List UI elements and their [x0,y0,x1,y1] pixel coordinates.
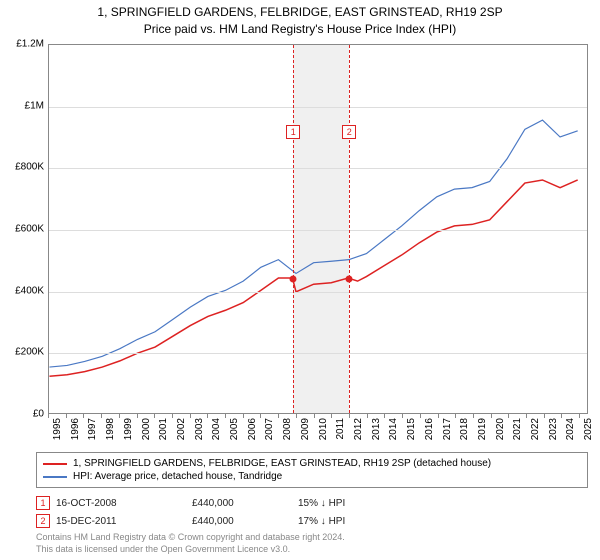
x-axis-label: 2002 [176,418,187,440]
event-date: 16-OCT-2008 [56,498,186,509]
legend: 1, SPRINGFIELD GARDENS, FELBRIDGE, EAST … [36,452,588,488]
series-line-hpi [49,120,577,367]
event-delta: 15% ↓ HPI [298,498,378,509]
x-axis-label: 1995 [52,418,63,440]
y-axis-label: £0 [4,409,44,420]
footer-line-1: Contains HM Land Registry data © Crown c… [36,532,345,544]
x-axis-label: 2014 [388,418,399,440]
y-axis-label: £1.2M [4,39,44,50]
y-axis-label: £1M [4,100,44,111]
x-axis-label: 2000 [141,418,152,440]
x-axis-label: 2007 [264,418,275,440]
x-axis-label: 1997 [87,418,98,440]
x-axis-label: 2019 [477,418,488,440]
x-axis-label: 2020 [495,418,506,440]
event-price: £440,000 [192,516,292,527]
chart-marker-box: 1 [286,125,300,139]
x-axis-label: 1998 [105,418,116,440]
y-axis-label: £800K [4,162,44,173]
x-axis-label: 2024 [565,418,576,440]
x-axis-label: 2005 [229,418,240,440]
x-axis-label: 2022 [530,418,541,440]
x-axis-label: 2011 [335,418,346,440]
legend-row-hpi: HPI: Average price, detached house, Tand… [43,470,581,483]
chart-marker-box: 2 [342,125,356,139]
x-axis-label: 2025 [583,418,594,440]
chart-container: 1, SPRINGFIELD GARDENS, FELBRIDGE, EAST … [0,0,600,560]
x-axis-label: 2010 [318,418,329,440]
series-line-price_paid [49,180,577,376]
chart-lines-svg [49,45,587,413]
x-axis-label: 2003 [194,418,205,440]
x-axis-label: 2004 [211,418,222,440]
footer-attribution: Contains HM Land Registry data © Crown c… [36,532,345,555]
x-axis-label: 2006 [247,418,258,440]
footer-line-2: This data is licensed under the Open Gov… [36,544,345,556]
legend-label-price-paid: 1, SPRINGFIELD GARDENS, FELBRIDGE, EAST … [73,458,491,469]
x-axis-label: 2021 [512,418,523,440]
title-line-2: Price paid vs. HM Land Registry's House … [0,21,600,38]
y-axis-label: £200K [4,347,44,358]
event-delta: 17% ↓ HPI [298,516,378,527]
x-axis-label: 2008 [282,418,293,440]
event-date: 15-DEC-2011 [56,516,186,527]
event-marker-icon: 1 [36,496,50,510]
y-axis-label: £400K [4,285,44,296]
event-marker-icon: 2 [36,514,50,528]
event-row: 1 16-OCT-2008 £440,000 15% ↓ HPI [36,494,588,512]
y-axis-label: £600K [4,224,44,235]
x-axis-label: 2009 [300,418,311,440]
x-axis-label: 2012 [353,418,364,440]
legend-swatch-price-paid [43,463,67,465]
x-axis-label: 2001 [158,418,169,440]
title-block: 1, SPRINGFIELD GARDENS, FELBRIDGE, EAST … [0,0,600,38]
title-line-1: 1, SPRINGFIELD GARDENS, FELBRIDGE, EAST … [0,4,600,21]
x-axis-label: 2017 [442,418,453,440]
x-axis-label: 2013 [371,418,382,440]
x-axis-label: 2023 [548,418,559,440]
legend-swatch-hpi [43,476,67,478]
x-axis-label: 1999 [123,418,134,440]
event-price: £440,000 [192,498,292,509]
x-axis-label: 2016 [424,418,435,440]
x-axis-label: 1996 [70,418,81,440]
chart-plot-area: 12 [48,44,588,414]
legend-label-hpi: HPI: Average price, detached house, Tand… [73,471,282,482]
events-table: 1 16-OCT-2008 £440,000 15% ↓ HPI 2 15-DE… [36,494,588,530]
event-row: 2 15-DEC-2011 £440,000 17% ↓ HPI [36,512,588,530]
x-axis-label: 2018 [459,418,470,440]
legend-row-price-paid: 1, SPRINGFIELD GARDENS, FELBRIDGE, EAST … [43,457,581,470]
x-axis-label: 2015 [406,418,417,440]
